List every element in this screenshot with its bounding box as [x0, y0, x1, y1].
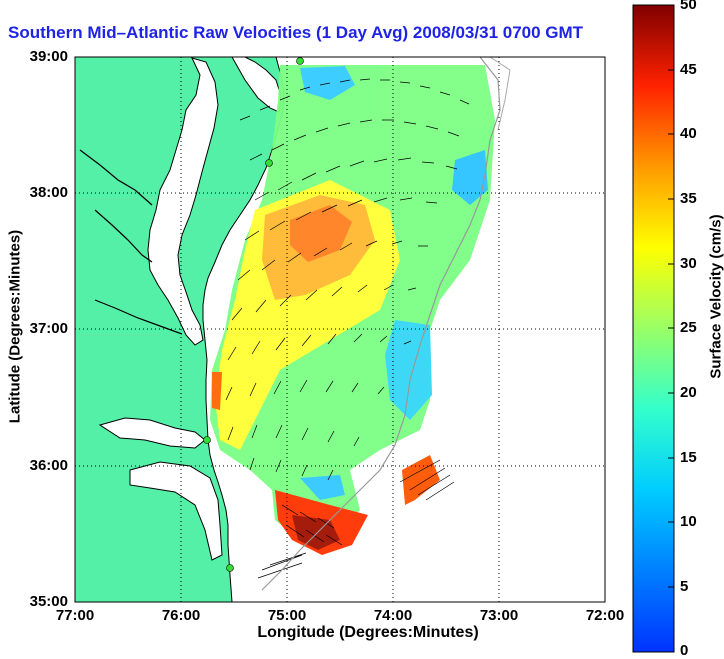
- shelf-contour-2: [489, 57, 511, 131]
- shelf-contour: [261, 57, 501, 591]
- velocity-field: [210, 65, 495, 555]
- y-tick-label: 36:00: [29, 457, 68, 474]
- grid-lines: [75, 57, 605, 602]
- colorbar-tick-label: 40: [680, 125, 697, 142]
- velocity-arrows: [225, 78, 470, 579]
- station-marker: [226, 564, 234, 572]
- colorbar-tick-label: 20: [680, 384, 697, 401]
- colorbar-tick-label: 45: [680, 61, 697, 78]
- station-marker: [203, 436, 211, 444]
- y-tick-label: 37:00: [29, 320, 68, 337]
- colorbar-tick-label: 25: [680, 319, 697, 336]
- colorbar: [632, 4, 675, 653]
- x-tick-label: 74:00: [373, 607, 413, 624]
- x-tick-label: 72:00: [585, 607, 625, 624]
- map-title: Southern Mid–Atlantic Raw Velocities (1 …: [8, 23, 584, 42]
- x-tick-label: 73:00: [479, 607, 519, 624]
- radar-stations: [203, 57, 304, 572]
- x-axis-label: Longitude (Degrees:Minutes): [257, 624, 479, 641]
- chesapeake-bay: [147, 57, 219, 346]
- pamlico-sound: [129, 461, 223, 561]
- potomac-river: [79, 149, 153, 206]
- x-tick-label: 77:00: [55, 607, 95, 624]
- colorbar-tick-label: 50: [680, 0, 697, 13]
- x-tick-label: 75:00: [267, 607, 307, 624]
- colorbar-tick-label: 15: [680, 449, 697, 466]
- x-tick-label: 76:00: [161, 607, 201, 624]
- colorbar-tick-label: 35: [680, 190, 697, 207]
- rappahannock-river: [94, 209, 153, 263]
- station-marker: [265, 159, 273, 167]
- colorbar-ticks: [668, 4, 674, 588]
- y-tick-label: 39:00: [29, 48, 68, 65]
- station-marker: [296, 57, 304, 65]
- colorbar-tick-label: 30: [680, 255, 697, 272]
- y-axis-label: Latitude (Degrees:Minutes): [6, 229, 24, 424]
- plot-frame: [74, 56, 606, 603]
- y-tick-label: 35:00: [29, 593, 68, 610]
- colorbar-label: Surface Velocity (cm/s): [707, 214, 724, 379]
- y-tick-label: 38:00: [29, 184, 68, 201]
- colorbar-tick-label: 5: [680, 578, 689, 595]
- colorbar-tick-label: 10: [680, 513, 697, 530]
- colorbar-tick-label: 0: [680, 642, 689, 659]
